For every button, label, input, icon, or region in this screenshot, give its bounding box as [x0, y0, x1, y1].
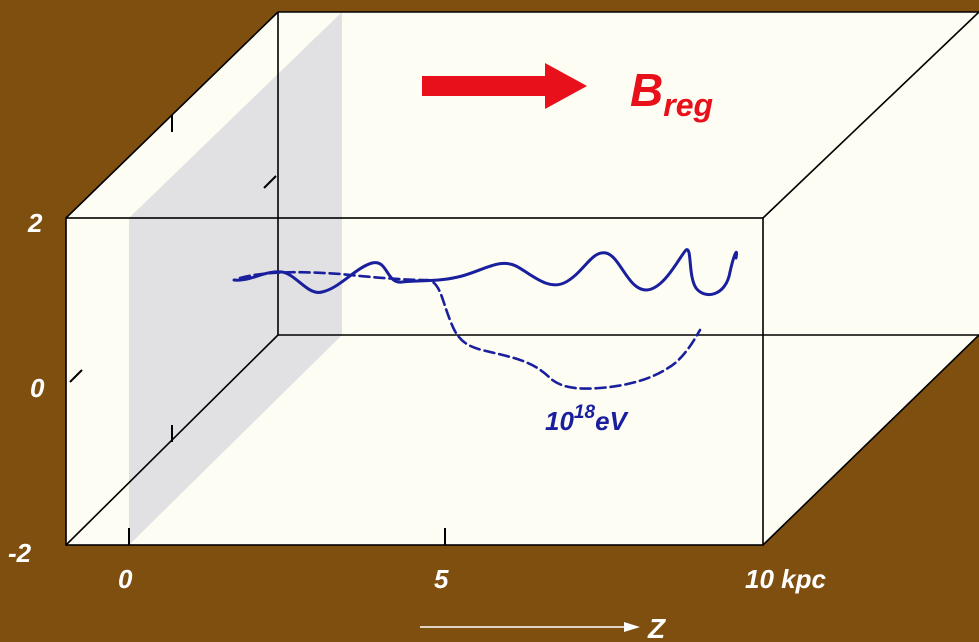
trajectory-regular — [232, 248, 738, 297]
z-direction-arrow: Z — [420, 613, 666, 642]
energy-label: 1018eV — [545, 402, 630, 436]
z-axis-label: Z — [647, 613, 666, 642]
z-tick-label: 0 — [118, 564, 133, 594]
field-label: Breg — [630, 64, 713, 123]
z-tick-label: 5 — [434, 564, 449, 594]
z-axis-labels: 0 5 10 kpc — [118, 564, 826, 594]
y-tick-label: 2 — [27, 208, 43, 238]
tick-marks — [69, 115, 446, 545]
y-tick-label: 0 — [30, 373, 45, 403]
y-tick-label: -2 — [8, 538, 32, 568]
source-plane — [129, 12, 342, 545]
trajectory-turbulent — [238, 270, 702, 390]
field-arrow-icon — [422, 63, 587, 109]
z-tick-label: 10 kpc — [745, 564, 826, 594]
y-axis-labels: 2 0 -2 — [8, 208, 45, 568]
